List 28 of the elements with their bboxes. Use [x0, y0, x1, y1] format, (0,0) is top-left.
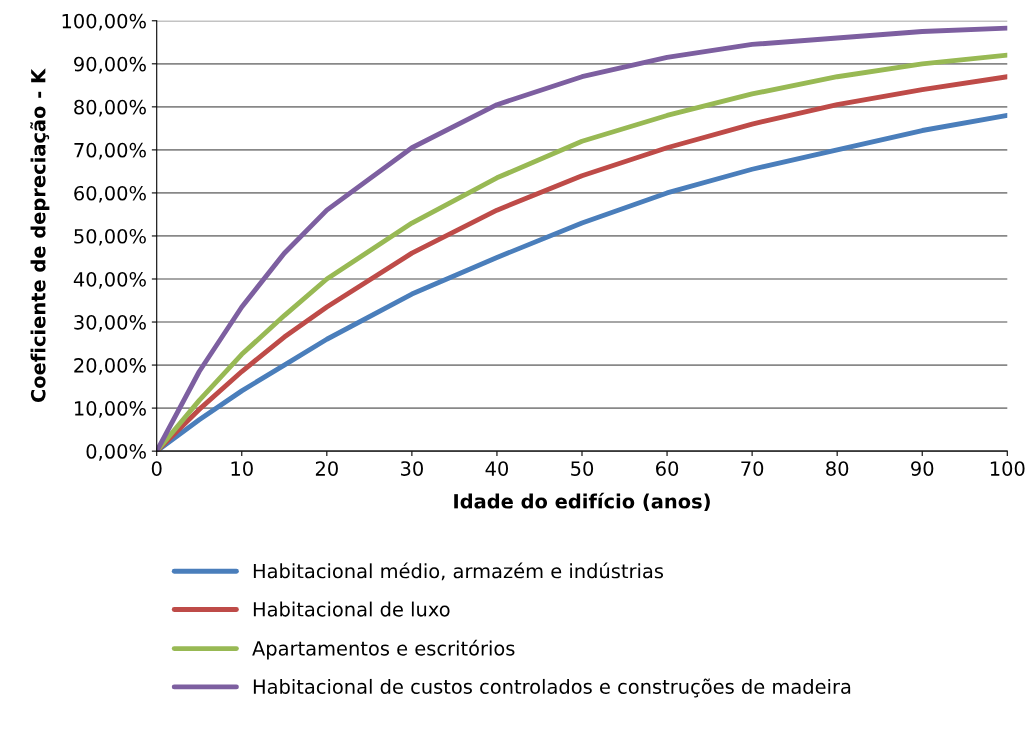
y-tick-label: 70,00%: [74, 142, 146, 160]
y-tick-label: 10,00%: [74, 401, 146, 418]
y-tick-label: 0,00%: [86, 444, 146, 461]
y-tick-label: 40,00%: [73, 271, 146, 289]
legend-label: Habitacional de luxo: [253, 601, 450, 617]
legend-label: Habitacional médio, armazém e indústrias: [253, 562, 664, 581]
x-tick-label: 40: [485, 461, 509, 476]
x-tick-label: 70: [741, 461, 764, 476]
y-tick-label: 80,00%: [74, 99, 146, 117]
legend-label: Apartamentos e escritórios: [252, 639, 515, 660]
y-tick-label: 60,00%: [74, 185, 146, 203]
x-tick-label: 20: [315, 461, 338, 476]
y-tick-label: 100,00%: [62, 13, 146, 31]
y-tick-label: 30,00%: [74, 314, 146, 332]
y-tick-label: 50,00%: [74, 228, 146, 246]
y-tick-label: 20,00%: [74, 358, 146, 375]
y-axis-title: Coeficiente de depreciação - K: [30, 68, 50, 403]
x-tick-label: 60: [656, 461, 679, 476]
x-tick-label: 10: [231, 461, 253, 476]
x-tick-label: 80: [826, 461, 849, 476]
x-tick-label: 50: [571, 461, 594, 476]
x-tick-label: 100: [990, 461, 1025, 476]
x-tick-label: 0: [151, 461, 162, 476]
legend-label: Habitacional de custos controlados e construções de madeira: [253, 678, 851, 698]
x-axis-title: Idade do edifício (anos): [454, 492, 710, 511]
x-tick-label: 30: [401, 461, 423, 476]
y-tick-label: 90,00%: [74, 56, 146, 74]
x-tick-label: 90: [911, 461, 934, 476]
